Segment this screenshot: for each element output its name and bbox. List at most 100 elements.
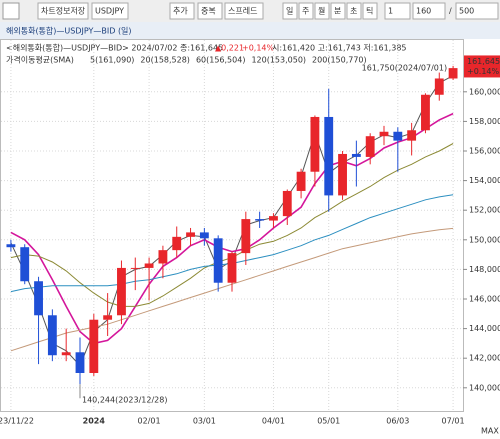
legend-title: 가격이동평균(SMA)	[6, 55, 74, 65]
toolbar-button[interactable]	[362, 2, 378, 20]
legend-entry: 20(158,528)	[140, 56, 190, 65]
candle-body	[213, 238, 223, 283]
toolbar-button[interactable]	[412, 2, 446, 20]
toolbar-label[interactable]: 160	[416, 7, 431, 16]
toolbar-label[interactable]: 주	[302, 7, 309, 16]
candle-body	[34, 281, 43, 316]
toolbar-button[interactable]	[384, 2, 411, 20]
candle-body	[448, 68, 458, 79]
toolbar-label[interactable]: 틱	[366, 6, 373, 16]
toolbar-label[interactable]: USDJPY	[95, 7, 124, 16]
toolbar-button[interactable]	[298, 2, 314, 20]
info-pct: +0,14%	[242, 44, 275, 53]
info-change: ▲0,221	[215, 44, 244, 53]
candle-body	[20, 247, 30, 282]
candle-body	[282, 190, 292, 217]
y-tick-label: 142,000	[469, 354, 500, 363]
y-tick-label: 146,000	[469, 295, 500, 304]
toolbar-label[interactable]: 월	[318, 6, 325, 16]
candle-body	[393, 131, 403, 141]
candle-body	[338, 153, 347, 196]
toolbar-label[interactable]: 추가	[173, 7, 188, 16]
legend-entry: 200(150,770)	[312, 56, 367, 65]
candle-body	[61, 352, 71, 356]
candle-body	[199, 232, 209, 239]
candle-body	[351, 153, 361, 157]
candle-body	[172, 236, 182, 251]
candle-body	[324, 116, 334, 196]
toolbar-button[interactable]	[282, 2, 298, 20]
legend-entry: 60(156,504)	[196, 56, 246, 65]
y-tick-label: 158,000	[469, 117, 500, 126]
menu-icon[interactable]	[2, 2, 20, 20]
toolbar-button[interactable]	[455, 2, 499, 20]
toolbar-button[interactable]	[37, 2, 89, 20]
y-tick-label: 156,000	[469, 147, 500, 156]
x-tick-label: 07/01	[442, 417, 465, 426]
high-annotation: 161,750(2024/07/01)	[362, 63, 447, 72]
last-price-label: 161,645	[467, 57, 500, 66]
y-tick-label: 150,000	[469, 235, 500, 244]
toolbar-label[interactable]: 중복	[201, 7, 216, 16]
x-tick-label: 03/01	[193, 417, 216, 426]
x-tick-label: 04/01	[262, 417, 285, 426]
y-tick-label: 154,000	[469, 176, 500, 185]
legend-entry: 5(161,090)	[90, 56, 134, 65]
candle-body	[269, 216, 278, 221]
y-tick-label: 144,000	[469, 324, 500, 333]
toolbar-button[interactable]	[330, 2, 346, 20]
candle-body	[255, 219, 265, 221]
plot-frame	[0, 39, 464, 412]
low-annotation: 140,244(2023/12/28)	[82, 396, 167, 405]
y-tick-label: 160,000	[469, 87, 500, 96]
candle-body	[186, 232, 195, 237]
candle-body	[103, 315, 113, 320]
toolbar-button[interactable]	[197, 2, 223, 20]
toolbar-button[interactable]	[91, 2, 129, 20]
candle-body	[144, 263, 154, 268]
candle-body	[75, 352, 85, 373]
x-tick-label: 2024	[83, 417, 106, 426]
toolbar-label[interactable]: 1	[388, 7, 393, 16]
toolbar-label[interactable]: 스프레드	[228, 7, 257, 16]
toolbar-button[interactable]	[314, 2, 330, 20]
toolbar-label[interactable]: 분	[334, 7, 341, 16]
toolbar-label[interactable]: 차트정보저장	[41, 6, 86, 16]
candle-body	[6, 244, 16, 248]
toolbar-button[interactable]	[346, 2, 362, 20]
candle-body	[130, 267, 140, 269]
candle-body	[407, 130, 417, 141]
candle-body	[227, 253, 237, 283]
candle-body	[117, 267, 126, 316]
candle-body	[89, 319, 99, 373]
toolbar-button[interactable]	[169, 2, 195, 20]
candle-body	[365, 136, 375, 157]
candle-body	[241, 219, 251, 254]
footer-button[interactable]: MAX	[481, 427, 499, 436]
toolbar-label[interactable]: 500	[459, 7, 474, 16]
info-ohl: 시:161,420 고:161,743 저:161,385	[272, 44, 407, 53]
x-tick-label: 2023/11/22	[0, 417, 34, 426]
x-tick-label: 05/01	[317, 417, 340, 426]
candle-body	[158, 250, 168, 264]
candle-body	[310, 116, 320, 172]
toolbar-button[interactable]	[224, 2, 264, 20]
candle-body	[434, 78, 444, 95]
last-price-box	[464, 55, 500, 78]
y-tick-label: 140,000	[469, 383, 500, 392]
candle-body	[379, 131, 389, 137]
sma-line	[10, 112, 454, 345]
candle-body	[296, 171, 306, 191]
x-tick-label: 02/01	[138, 417, 161, 426]
x-tick-label: 06/03	[386, 417, 409, 426]
title-bar	[0, 22, 500, 39]
candle-body	[421, 94, 430, 131]
info-main: <해외통화(통합)—USDJPY—BID> 2024/07/02 종:161,6…	[6, 43, 223, 53]
toolbar-label[interactable]: 일	[286, 7, 293, 16]
toolbar-label[interactable]: 초	[350, 7, 357, 16]
toolbar-label[interactable]: /	[449, 7, 452, 16]
last-change-label: +0.14%	[467, 67, 500, 76]
legend-entry: 120(153,050)	[251, 56, 306, 65]
candle-body	[47, 315, 57, 356]
